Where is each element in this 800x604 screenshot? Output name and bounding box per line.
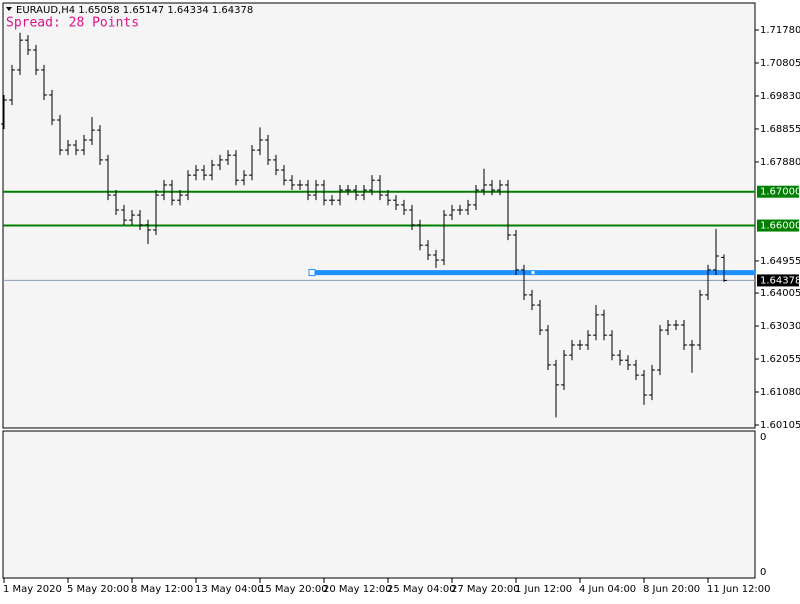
spread-label: Spread: 28 Points xyxy=(6,16,139,31)
main-panel xyxy=(2,2,756,429)
price-label: 1.66000 xyxy=(760,221,800,232)
y-tick-label: 1.69830 xyxy=(760,91,800,102)
x-tick-label: 1 Jun 12:00 xyxy=(515,584,572,595)
y-tick-label: 1.60105 xyxy=(760,420,800,431)
y-tick-label: 1.70805 xyxy=(760,58,800,69)
price-label: 1.64378 xyxy=(760,275,800,286)
x-tick-label: 8 May 12:00 xyxy=(131,584,193,595)
x-tick-label: 27 May 20:00 xyxy=(451,584,520,595)
y-tick-label: 1.71780 xyxy=(760,25,800,36)
price-label-box xyxy=(757,274,799,287)
x-tick-label: 11 Jun 12:00 xyxy=(707,584,771,595)
y-tick-label: 1.62055 xyxy=(760,354,800,365)
price-label-box xyxy=(757,219,799,232)
trendline-handle xyxy=(308,269,316,277)
x-tick-label: 15 May 20:00 xyxy=(259,584,328,595)
x-tick-label: 4 Jun 04:00 xyxy=(579,584,636,595)
price-label: 1.67000 xyxy=(760,187,800,198)
y-tick-label: 1.67880 xyxy=(760,157,800,168)
x-tick-label: 8 Jun 20:00 xyxy=(643,584,700,595)
indicator-tick-label: 0 xyxy=(760,567,766,578)
price-label-box xyxy=(757,185,799,198)
y-tick-label: 1.64955 xyxy=(760,256,800,267)
y-tick-label: 1.64005 xyxy=(760,288,800,299)
x-tick-label: 1 May 2020 xyxy=(3,584,62,595)
x-tick-label: 25 May 04:00 xyxy=(387,584,456,595)
y-tick-label: 1.68855 xyxy=(760,124,800,135)
y-tick-label: 1.61080 xyxy=(760,387,800,398)
symbol-info: EURAUD,H4 1.65058 1.65147 1.64334 1.6437… xyxy=(16,5,253,16)
indicator-panel xyxy=(2,430,756,579)
indicator-tick-label: 0 xyxy=(760,432,766,443)
y-tick-label: 1.63030 xyxy=(760,321,800,332)
x-tick-label: 5 May 20:00 xyxy=(67,584,129,595)
symbol-arrow xyxy=(6,7,12,11)
x-tick-label: 20 May 12:00 xyxy=(323,584,392,595)
trendline-handle xyxy=(531,271,535,275)
x-tick-label: 13 May 04:00 xyxy=(195,584,264,595)
